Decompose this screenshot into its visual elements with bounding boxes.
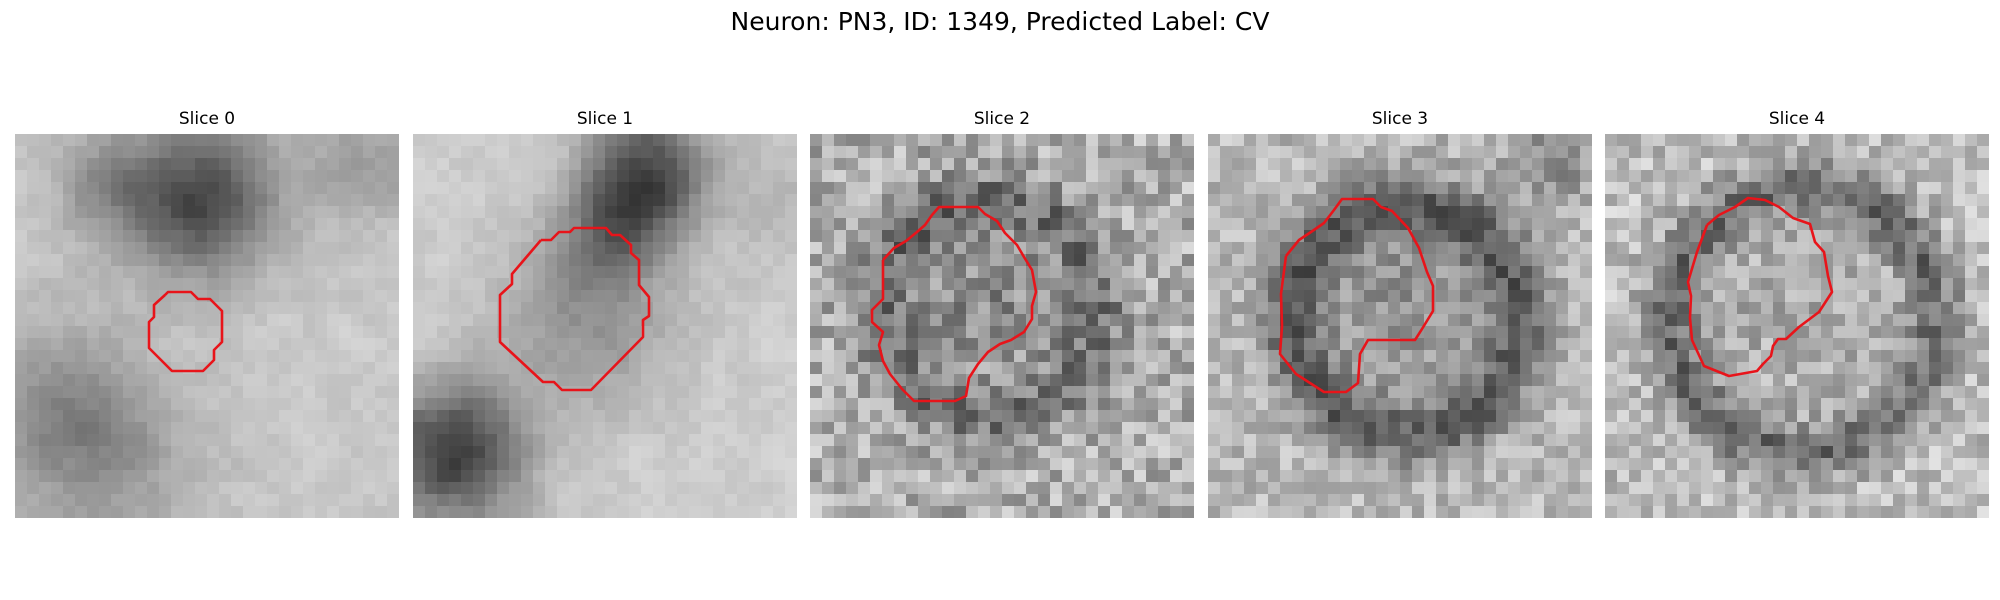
slice-title-1: Slice 1 bbox=[413, 108, 797, 130]
contour-overlay-2 bbox=[810, 134, 1194, 518]
slice-panel-3: Slice 3 bbox=[1208, 108, 1592, 130]
slice-panel-0: Slice 0 bbox=[15, 108, 399, 130]
slice-image-1 bbox=[413, 134, 797, 518]
slice-title-3: Slice 3 bbox=[1208, 108, 1592, 130]
segmentation-contour-3 bbox=[1280, 199, 1433, 392]
slice-title-0: Slice 0 bbox=[15, 108, 399, 130]
segmentation-contour-0 bbox=[149, 292, 222, 371]
contour-overlay-0 bbox=[15, 134, 399, 518]
segmentation-contour-4 bbox=[1688, 198, 1832, 376]
contour-overlay-1 bbox=[413, 134, 797, 518]
slice-panel-4: Slice 4 bbox=[1605, 108, 1989, 130]
slice-image-3 bbox=[1208, 134, 1592, 518]
slice-title-2: Slice 2 bbox=[810, 108, 1194, 130]
segmentation-contour-1 bbox=[500, 228, 649, 390]
slice-image-0 bbox=[15, 134, 399, 518]
slice-image-4 bbox=[1605, 134, 1989, 518]
slice-image-2 bbox=[810, 134, 1194, 518]
slice-title-4: Slice 4 bbox=[1605, 108, 1989, 130]
contour-overlay-4 bbox=[1605, 134, 1989, 518]
contour-overlay-3 bbox=[1208, 134, 1592, 518]
figure-title: Neuron: PN3, ID: 1349, Predicted Label: … bbox=[0, 6, 2000, 38]
slice-panel-1: Slice 1 bbox=[413, 108, 797, 130]
slice-panel-2: Slice 2 bbox=[810, 108, 1194, 130]
segmentation-contour-2 bbox=[872, 207, 1036, 401]
